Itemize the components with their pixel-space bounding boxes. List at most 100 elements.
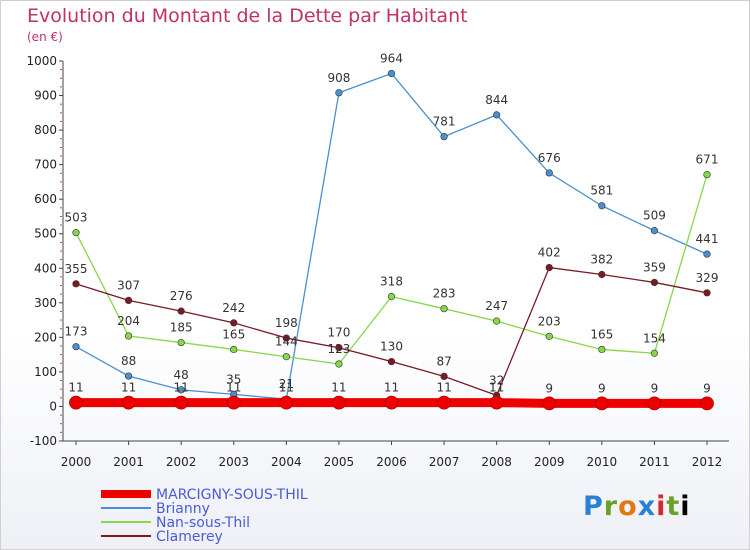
series-point-3 bbox=[387, 357, 396, 366]
data-label: 88 bbox=[121, 354, 136, 368]
data-label: 382 bbox=[590, 252, 613, 266]
data-label: 509 bbox=[643, 209, 666, 223]
series-point-2 bbox=[440, 305, 448, 313]
series-point-2 bbox=[598, 345, 606, 354]
series-point-2 bbox=[177, 338, 185, 347]
data-label: 11 bbox=[68, 381, 83, 395]
series-point-1 bbox=[72, 343, 80, 351]
data-label: 581 bbox=[590, 184, 613, 198]
x-tick-label: 2006 bbox=[376, 455, 407, 469]
data-label: 173 bbox=[65, 325, 88, 339]
series-point-3 bbox=[598, 270, 606, 279]
data-label: 48 bbox=[174, 368, 189, 382]
series-point-0 bbox=[226, 395, 241, 410]
series-point-2 bbox=[387, 293, 396, 301]
data-label: 11 bbox=[226, 381, 241, 395]
series-point-3 bbox=[124, 296, 133, 305]
data-label: 9 bbox=[651, 381, 659, 395]
data-label: 844 bbox=[485, 93, 508, 107]
series-point-2 bbox=[230, 345, 238, 354]
data-label: 21 bbox=[279, 377, 294, 391]
series-point-0 bbox=[69, 395, 83, 410]
x-tick-label: 2009 bbox=[534, 455, 565, 469]
series-point-0 bbox=[174, 395, 189, 410]
data-label: 185 bbox=[170, 321, 193, 335]
data-label: 165 bbox=[590, 327, 613, 341]
data-label: 247 bbox=[485, 299, 508, 313]
data-label: 144 bbox=[275, 335, 298, 349]
data-label: 11 bbox=[174, 381, 189, 395]
y-tick-label: 900 bbox=[34, 89, 57, 103]
series-point-0 bbox=[121, 395, 136, 410]
y-tick-label: 700 bbox=[34, 158, 57, 172]
data-label: 87 bbox=[436, 354, 451, 368]
logo-letter: i bbox=[680, 491, 691, 522]
series-point-0 bbox=[647, 396, 662, 411]
y-tick-label: 500 bbox=[34, 227, 57, 241]
data-label: 170 bbox=[327, 326, 350, 340]
series-point-3 bbox=[177, 307, 185, 315]
data-label: 123 bbox=[327, 342, 350, 356]
x-tick-label: 2004 bbox=[271, 455, 302, 469]
data-label: 964 bbox=[380, 51, 403, 65]
data-label: 402 bbox=[538, 246, 561, 260]
y-tick-label: 100 bbox=[34, 365, 57, 379]
series-point-1 bbox=[177, 386, 185, 394]
x-tick-label: 2003 bbox=[218, 455, 249, 469]
series-point-0 bbox=[542, 396, 557, 411]
series-point-3 bbox=[230, 319, 238, 327]
series-point-1 bbox=[650, 227, 659, 235]
data-label: 203 bbox=[538, 314, 561, 328]
data-label: 283 bbox=[433, 287, 456, 301]
logo-letter: r bbox=[603, 491, 619, 522]
series-point-0 bbox=[437, 395, 451, 410]
series-point-2 bbox=[703, 171, 711, 179]
data-label: 329 bbox=[696, 271, 719, 285]
data-label: 9 bbox=[598, 381, 606, 395]
data-label: 781 bbox=[433, 115, 456, 129]
x-tick-label: 2012 bbox=[692, 455, 723, 469]
legend-label: Clamerey bbox=[156, 529, 223, 545]
data-label: 11 bbox=[331, 381, 346, 395]
series-point-3 bbox=[650, 278, 659, 287]
chart-subtitle: (en €) bbox=[27, 30, 63, 44]
y-tick-label: 600 bbox=[34, 192, 57, 206]
data-label: 9 bbox=[545, 381, 553, 395]
x-tick-label: 2000 bbox=[61, 455, 92, 469]
data-label: 32 bbox=[489, 373, 504, 387]
y-tick-label: 800 bbox=[34, 123, 57, 137]
data-label: 318 bbox=[380, 275, 403, 289]
series-point-0 bbox=[594, 396, 609, 411]
series-point-2 bbox=[124, 332, 133, 340]
series-point-1 bbox=[124, 372, 133, 380]
x-tick-label: 2001 bbox=[113, 455, 144, 469]
data-label: 11 bbox=[436, 381, 451, 395]
series-point-3 bbox=[282, 334, 290, 342]
data-label: 908 bbox=[327, 71, 350, 85]
legend-label: Brianny bbox=[156, 501, 210, 517]
y-tick-label: 300 bbox=[34, 296, 57, 310]
logo-letter: o bbox=[618, 491, 638, 522]
legend-label: Nan-sous-Thil bbox=[156, 515, 250, 531]
data-label: 204 bbox=[117, 314, 140, 328]
data-label: 198 bbox=[275, 316, 298, 330]
series-point-1 bbox=[440, 133, 448, 141]
data-label: 503 bbox=[65, 211, 88, 225]
series-point-2 bbox=[493, 317, 501, 325]
data-label: 676 bbox=[538, 151, 561, 165]
series-point-0 bbox=[489, 395, 504, 410]
logo-letter: x bbox=[637, 491, 657, 522]
y-tick-label: 400 bbox=[34, 261, 57, 275]
y-tick-label: 200 bbox=[34, 330, 57, 344]
data-label: 165 bbox=[222, 327, 245, 341]
series-point-1 bbox=[335, 89, 343, 97]
series-point-0 bbox=[700, 396, 714, 411]
data-label: 441 bbox=[696, 232, 719, 246]
series-point-0 bbox=[384, 395, 399, 410]
series-point-0 bbox=[279, 395, 294, 410]
data-label: 355 bbox=[65, 262, 88, 276]
logo-letter: i bbox=[656, 491, 667, 522]
logo-letter: t bbox=[666, 491, 681, 522]
series-point-1 bbox=[703, 250, 711, 258]
